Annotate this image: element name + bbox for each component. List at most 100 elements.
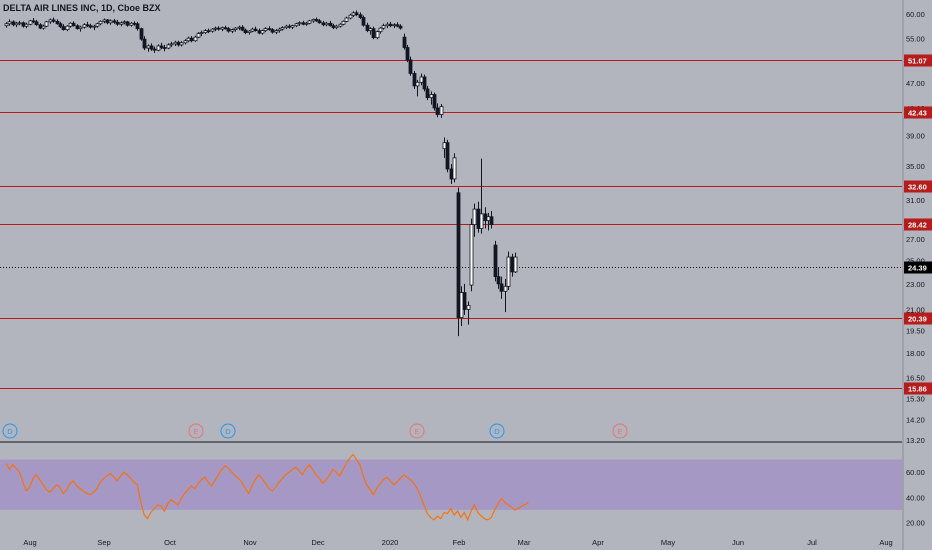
candle-body xyxy=(115,21,120,25)
candle-body xyxy=(186,37,191,42)
candle-body xyxy=(48,19,53,23)
event-marker xyxy=(409,423,425,439)
candle-body xyxy=(435,107,440,115)
candle-body xyxy=(425,88,430,99)
candle-body xyxy=(176,41,181,46)
candle-body xyxy=(392,24,397,27)
candle-body xyxy=(513,256,518,273)
candle-body xyxy=(442,142,447,150)
event-marker-label: E xyxy=(414,427,419,436)
candle-body xyxy=(183,40,188,44)
candle-body xyxy=(412,73,417,87)
candle-body xyxy=(452,157,457,180)
candle-body xyxy=(216,27,221,30)
candle-body xyxy=(270,29,275,33)
rsi-tick-label: 40.00 xyxy=(906,493,925,502)
time-tick-label: Nov xyxy=(243,538,257,547)
time-tick-label: Mar xyxy=(518,538,531,547)
candle-body xyxy=(233,27,238,31)
candle-body xyxy=(341,20,346,25)
candle-body xyxy=(4,23,9,27)
horizontal-levels xyxy=(0,60,902,389)
candle-body xyxy=(31,20,36,23)
candle-body xyxy=(483,213,488,222)
candle-body xyxy=(419,76,424,83)
rsi-tick-label: 20.00 xyxy=(906,518,925,527)
candle-body xyxy=(243,29,248,34)
candle-body xyxy=(206,30,211,33)
candle-body xyxy=(129,22,134,26)
rsi-tick-label: 60.00 xyxy=(906,468,925,477)
candle-body xyxy=(348,14,353,19)
candle-body xyxy=(496,276,501,285)
candle-body xyxy=(368,28,373,32)
time-tick-label: May xyxy=(661,538,675,547)
last-price-label: 24.39 xyxy=(908,264,927,273)
time-tick-label: Aug xyxy=(879,538,892,547)
price-tick-label: 15.30 xyxy=(906,394,925,403)
candle-body xyxy=(237,26,242,29)
candle-body xyxy=(469,224,474,286)
time-tick-label: 2020 xyxy=(382,538,399,547)
candle-body xyxy=(41,25,46,29)
candle-body xyxy=(58,23,63,28)
candle-body xyxy=(220,27,225,30)
candle-body xyxy=(385,23,390,27)
candle-body xyxy=(169,43,174,46)
candle-body xyxy=(388,23,393,27)
candle-body xyxy=(375,31,380,39)
price-tick-label: 47.00 xyxy=(906,79,925,88)
candle-body xyxy=(108,20,113,24)
candle-body xyxy=(321,22,326,26)
level-badge xyxy=(904,218,932,231)
candle-body xyxy=(338,23,343,27)
candle-body xyxy=(21,22,26,27)
candle-body xyxy=(395,24,400,27)
candle-body xyxy=(257,30,262,34)
time-axis[interactable]: Aug Sep Oct Nov Dec 2020 Feb Mar Apr May Jun Jul Aug xyxy=(23,538,892,547)
candle-body xyxy=(75,25,80,30)
candle-body xyxy=(149,45,154,50)
candle-body xyxy=(354,12,359,16)
candle-body xyxy=(449,168,454,180)
candle-body xyxy=(280,27,285,30)
candle-body xyxy=(378,27,383,33)
event-marker xyxy=(220,423,236,439)
candle-body xyxy=(510,256,515,273)
candle-body xyxy=(122,21,127,24)
candle-body xyxy=(499,283,504,292)
candle-body xyxy=(311,19,316,22)
level-badge-label: 42.43 xyxy=(908,109,927,118)
candle-body xyxy=(260,30,265,34)
level-badge-label: 15.86 xyxy=(908,385,927,394)
candle-body xyxy=(210,28,215,32)
price-tick-label: 31.00 xyxy=(906,196,925,205)
event-marker xyxy=(188,423,204,439)
price-tick-label: 55.00 xyxy=(906,35,925,44)
candle-body xyxy=(445,142,450,170)
price-axis[interactable]: 60.0055.0051.0047.0043.0039.0035.0031.00… xyxy=(904,10,932,527)
price-tick-label: 13.20 xyxy=(906,436,925,445)
candle-body xyxy=(371,28,376,39)
candle-body xyxy=(274,30,279,33)
candle-body xyxy=(506,256,511,287)
candle-body xyxy=(304,22,309,25)
chart-title: DELTA AIR LINES INC, 1D, Cboe BZX xyxy=(3,3,161,13)
candle-body xyxy=(179,42,184,46)
candle-body xyxy=(351,12,356,16)
level-badge xyxy=(904,180,932,193)
candle-body xyxy=(88,25,93,28)
candle-body xyxy=(203,30,208,34)
candle-body xyxy=(34,21,39,26)
candle-body xyxy=(253,28,258,32)
candle-body xyxy=(486,216,491,222)
candle-body xyxy=(493,244,498,278)
event-marker-label: D xyxy=(225,427,231,436)
candle-body xyxy=(284,25,289,29)
candle-body xyxy=(294,23,299,27)
time-tick-label: Jun xyxy=(732,538,744,547)
candle-body xyxy=(466,305,471,310)
